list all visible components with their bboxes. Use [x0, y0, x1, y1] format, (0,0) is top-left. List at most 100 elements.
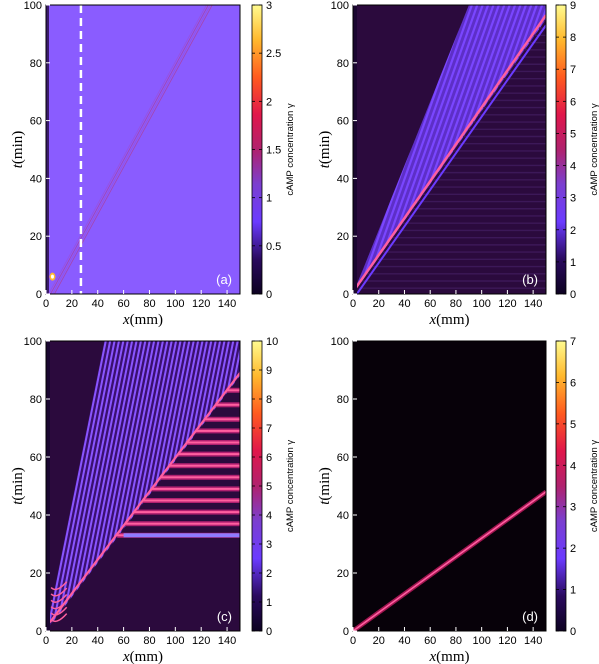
wave-stripe	[64, 341, 125, 631]
y-tick-label: 100	[24, 0, 42, 12]
x-tick-label: 40	[398, 298, 410, 310]
y-axis-var: t	[10, 163, 26, 168]
horizontal-band-core	[186, 441, 240, 444]
colorbar-tick-label: 7	[570, 64, 576, 76]
y-tick-label: 80	[337, 394, 349, 406]
x-tick-label: 40	[398, 635, 410, 647]
x-tick-label: 100	[472, 635, 490, 647]
leading-front	[49, 372, 240, 623]
x-tick-label: 80	[143, 635, 155, 647]
panel-a: 0 20 40 60 80 100 120 140020406080100x(mm)t(min…	[10, 0, 296, 328]
y-axis-unit: (min)	[10, 467, 26, 500]
colorbar-tick-label: 4	[266, 510, 272, 522]
plot-frame	[45, 340, 241, 632]
x-tick-label: 20	[373, 635, 385, 647]
colorbar-tick-label: 4	[570, 161, 576, 173]
panel-b: 0 20 40 60 80 100 120 140020406080100x(mm)t(min…	[317, 0, 599, 328]
y-tick-label: 0	[343, 626, 349, 638]
colorbar-label: cAMP concentration γ	[285, 103, 296, 195]
y-tick-label: 20	[30, 231, 42, 243]
y-tick-label: 0	[343, 289, 349, 301]
y-tick-label: 100	[331, 0, 349, 12]
colorbar-tick-label: 3	[266, 0, 272, 12]
colorbar-tick-label: 2.5	[266, 48, 281, 60]
horizontal-band-core	[204, 418, 240, 421]
plot-area	[353, 341, 546, 631]
colorbar-tick-label: 1	[570, 585, 576, 597]
wave-arc	[50, 581, 68, 591]
plot-frame	[352, 4, 547, 295]
y-tick-label: 80	[337, 58, 349, 70]
colorbar-tick-label: 9	[570, 0, 576, 12]
y-tick-label: 20	[30, 568, 42, 580]
colorbar-tick-label: 5	[266, 481, 272, 493]
x-tick-label: 140	[218, 635, 236, 647]
x-tick-label: 40	[92, 298, 104, 310]
wave-arc	[50, 606, 68, 616]
mask-upper	[46, 341, 105, 631]
horizontal-band-core	[177, 453, 240, 456]
colorbar-tick-label: 1.5	[266, 145, 281, 157]
colorbar-tick-label: 1	[570, 257, 576, 269]
y-tick-label: 60	[30, 116, 42, 128]
x-tick-label: 60	[117, 298, 129, 310]
x-axis-var: x	[429, 649, 437, 664]
colorbar-tick-label: 2	[266, 568, 272, 580]
horizontal-band-core	[124, 522, 240, 525]
y-axis-unit: (min)	[10, 131, 26, 164]
plot-area	[353, 5, 546, 294]
leading-front	[354, 14, 546, 289]
heatmap-background	[353, 341, 546, 631]
y-tick-label: 100	[331, 336, 349, 348]
left-edge-strip	[46, 5, 49, 294]
x-axis-unit: (mm)	[436, 312, 469, 328]
colorbar-tick-label: 7	[570, 336, 576, 348]
wave-line	[52, 5, 211, 294]
wave-line	[353, 491, 546, 631]
colorbar-tick-label: 9	[266, 365, 272, 377]
colorbar	[555, 340, 567, 632]
x-axis-unit: (mm)	[130, 312, 163, 328]
colorbar-tick-label: 6	[570, 96, 576, 108]
y-tick-label: 20	[337, 568, 349, 580]
x-tick-label: 100	[166, 298, 184, 310]
plot-area	[46, 341, 240, 631]
colorbar-label: cAMP concentration γ	[285, 440, 296, 532]
x-axis-label: x(mm)	[122, 649, 163, 664]
colorbar-tick-label: 6	[570, 377, 576, 389]
colorbar-label: cAMP concentration γ	[589, 440, 599, 532]
wave-arc	[50, 600, 68, 610]
colorbar-tick-label: 10	[266, 336, 278, 348]
colorbar-tick-label: 3	[570, 193, 576, 205]
x-axis-label: x(mm)	[122, 312, 163, 328]
x-tick-label: 80	[450, 635, 462, 647]
wave-line	[48, 5, 207, 294]
y-tick-label: 40	[337, 510, 349, 522]
x-tick-label: 100	[472, 298, 490, 310]
horizontal-band-core	[142, 499, 240, 502]
wave-arc	[50, 593, 68, 603]
colorbar-tick-label: 4	[570, 460, 576, 472]
plot-area	[46, 5, 240, 294]
colorbar-tick-label: 3	[266, 539, 272, 551]
colorbar-tick-label: 5	[570, 419, 576, 431]
x-axis-unit: (mm)	[436, 649, 469, 664]
wave-stripe	[46, 341, 107, 631]
x-tick-label: 60	[117, 635, 129, 647]
x-tick-label: 20	[373, 298, 385, 310]
colorbar-label: cAMP concentration γ	[589, 103, 599, 195]
colorbar	[555, 4, 567, 295]
horizontal-band-core	[133, 511, 240, 514]
colorbar-tick-label: 0	[266, 626, 272, 638]
y-tick-label: 0	[36, 289, 42, 301]
x-axis-label: x(mm)	[429, 312, 470, 328]
colorbar-tick-label: 6	[266, 452, 272, 464]
y-tick-label: 40	[30, 173, 42, 185]
y-axis-label: t(min)	[317, 131, 333, 169]
x-axis-label: x(mm)	[429, 649, 470, 664]
colorbar-tick-label: 8	[570, 32, 576, 44]
colorbar-tick-label: 1	[266, 597, 272, 609]
x-tick-label: 40	[92, 635, 104, 647]
horizontal-band-core	[215, 403, 240, 406]
